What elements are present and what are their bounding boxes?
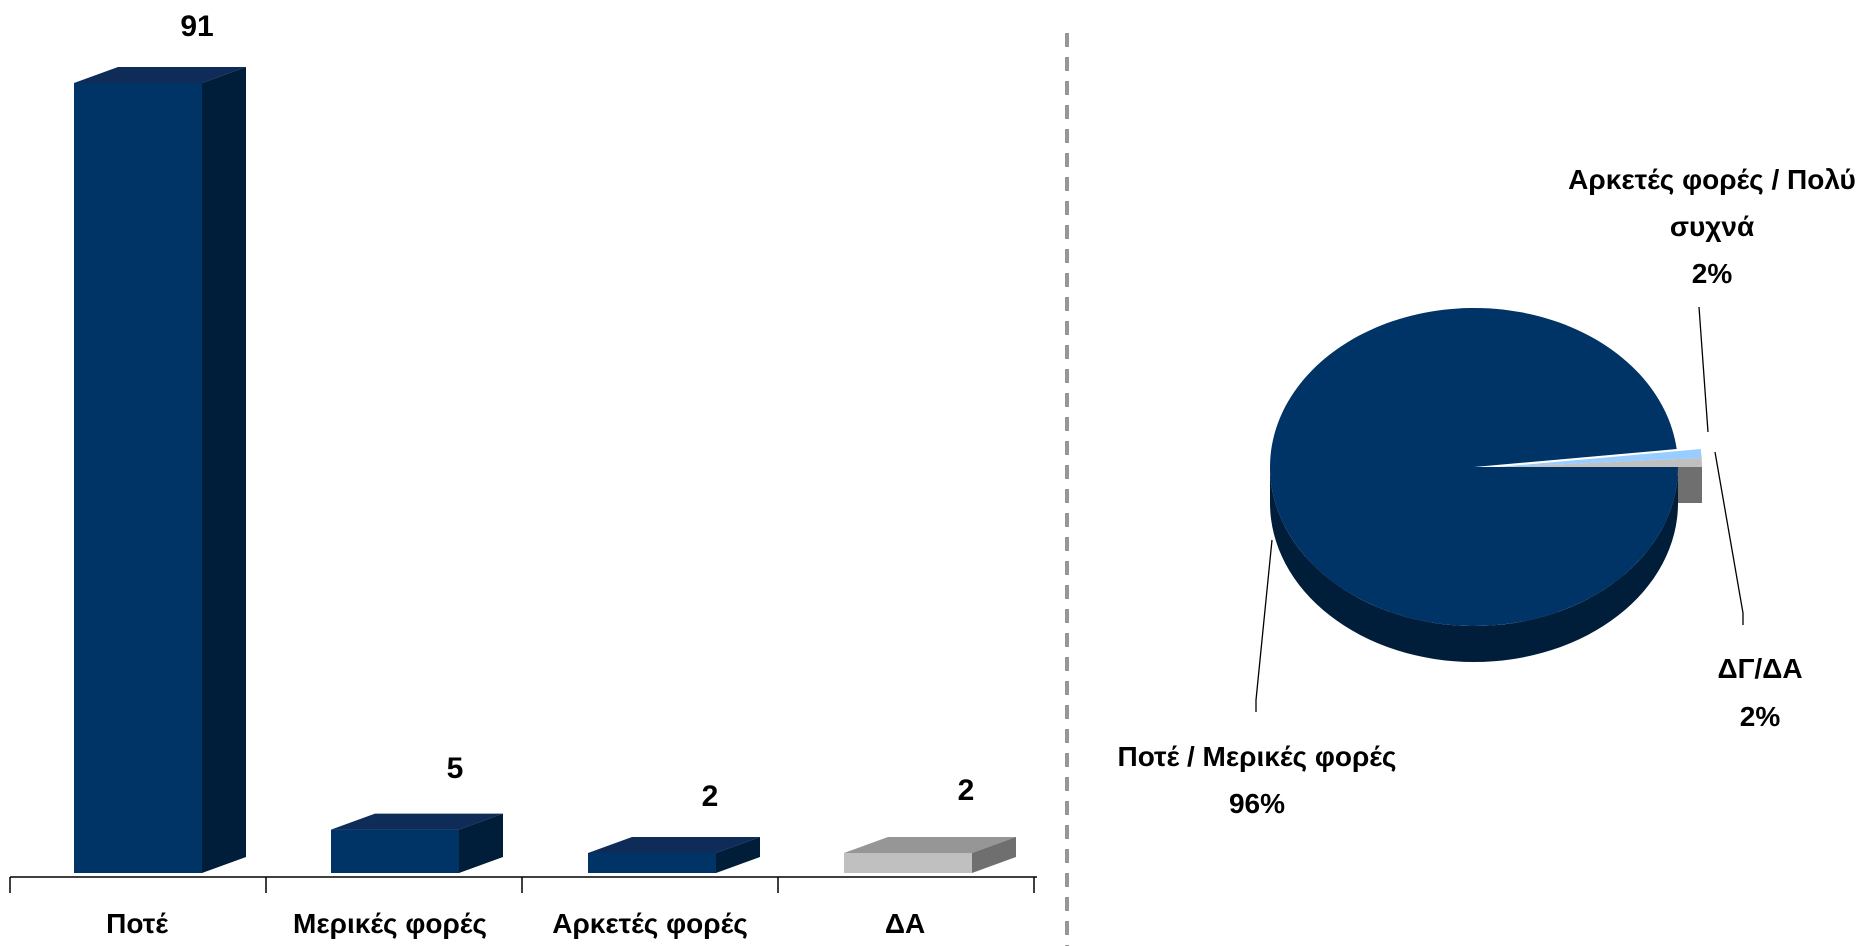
pie-label: Ποτέ / Μερικές φορές xyxy=(1118,741,1397,772)
pie-label: Αρκετές φορές / Πολύ xyxy=(1568,164,1856,195)
pie-depth-face xyxy=(1270,467,1678,662)
bar xyxy=(331,813,503,873)
leader-line xyxy=(1698,306,1709,433)
bar-series xyxy=(74,67,1016,873)
bar-top-face xyxy=(74,67,246,83)
leader-line xyxy=(1714,451,1744,625)
bar-side-face xyxy=(716,837,760,873)
pie-slices xyxy=(1269,307,1702,626)
leader-line xyxy=(1255,539,1273,712)
pie-slice-depth xyxy=(1678,467,1702,503)
pie-pct-label: 96% xyxy=(1229,788,1285,819)
pie-depth xyxy=(1270,467,1702,662)
x-tick-label: Ποτέ xyxy=(106,908,168,939)
x-axis-ticks xyxy=(9,877,1035,893)
bar-front-face xyxy=(588,853,716,873)
bar-top-face xyxy=(331,813,503,830)
pie-slice xyxy=(1498,449,1702,467)
bar-chart: 91 5 2 2 Ποτέ Μερικές φορές Αρκετές φορέ… xyxy=(9,10,1037,939)
bar xyxy=(74,67,246,873)
bar xyxy=(844,837,1016,873)
x-tick-label: Αρκετές φορές xyxy=(552,908,748,939)
bar-front-face xyxy=(844,853,972,873)
x-tick-label: Μερικές φορές xyxy=(293,908,487,939)
bar-side-face xyxy=(972,837,1016,873)
pie-pct-label: 2% xyxy=(1740,701,1781,732)
pie-pct-label: 2% xyxy=(1692,258,1733,289)
bar-front-face xyxy=(331,829,459,873)
pie-slice xyxy=(1269,307,1678,626)
bar xyxy=(588,837,760,873)
bar-value-label: 2 xyxy=(958,774,975,807)
bar-side-face xyxy=(459,813,503,873)
bar-value-label: 91 xyxy=(180,10,213,43)
x-tick-label: ΔΑ xyxy=(885,908,925,939)
bar-top-face xyxy=(844,837,1016,853)
bar-front-face xyxy=(74,83,202,873)
pie-label: συχνά xyxy=(1670,211,1754,242)
bar-value-label: 5 xyxy=(447,752,464,785)
bar-top-face xyxy=(588,837,760,853)
bar-side-face xyxy=(202,67,246,873)
pie-label: ΔΓ/ΔΑ xyxy=(1717,653,1802,684)
bar-value-label: 2 xyxy=(702,780,719,813)
pie-slice xyxy=(1498,458,1702,467)
pie-chart: Αρκετές φορές / Πολύ συχνά 2% ΔΓ/ΔΑ 2% Π… xyxy=(1118,164,1856,819)
